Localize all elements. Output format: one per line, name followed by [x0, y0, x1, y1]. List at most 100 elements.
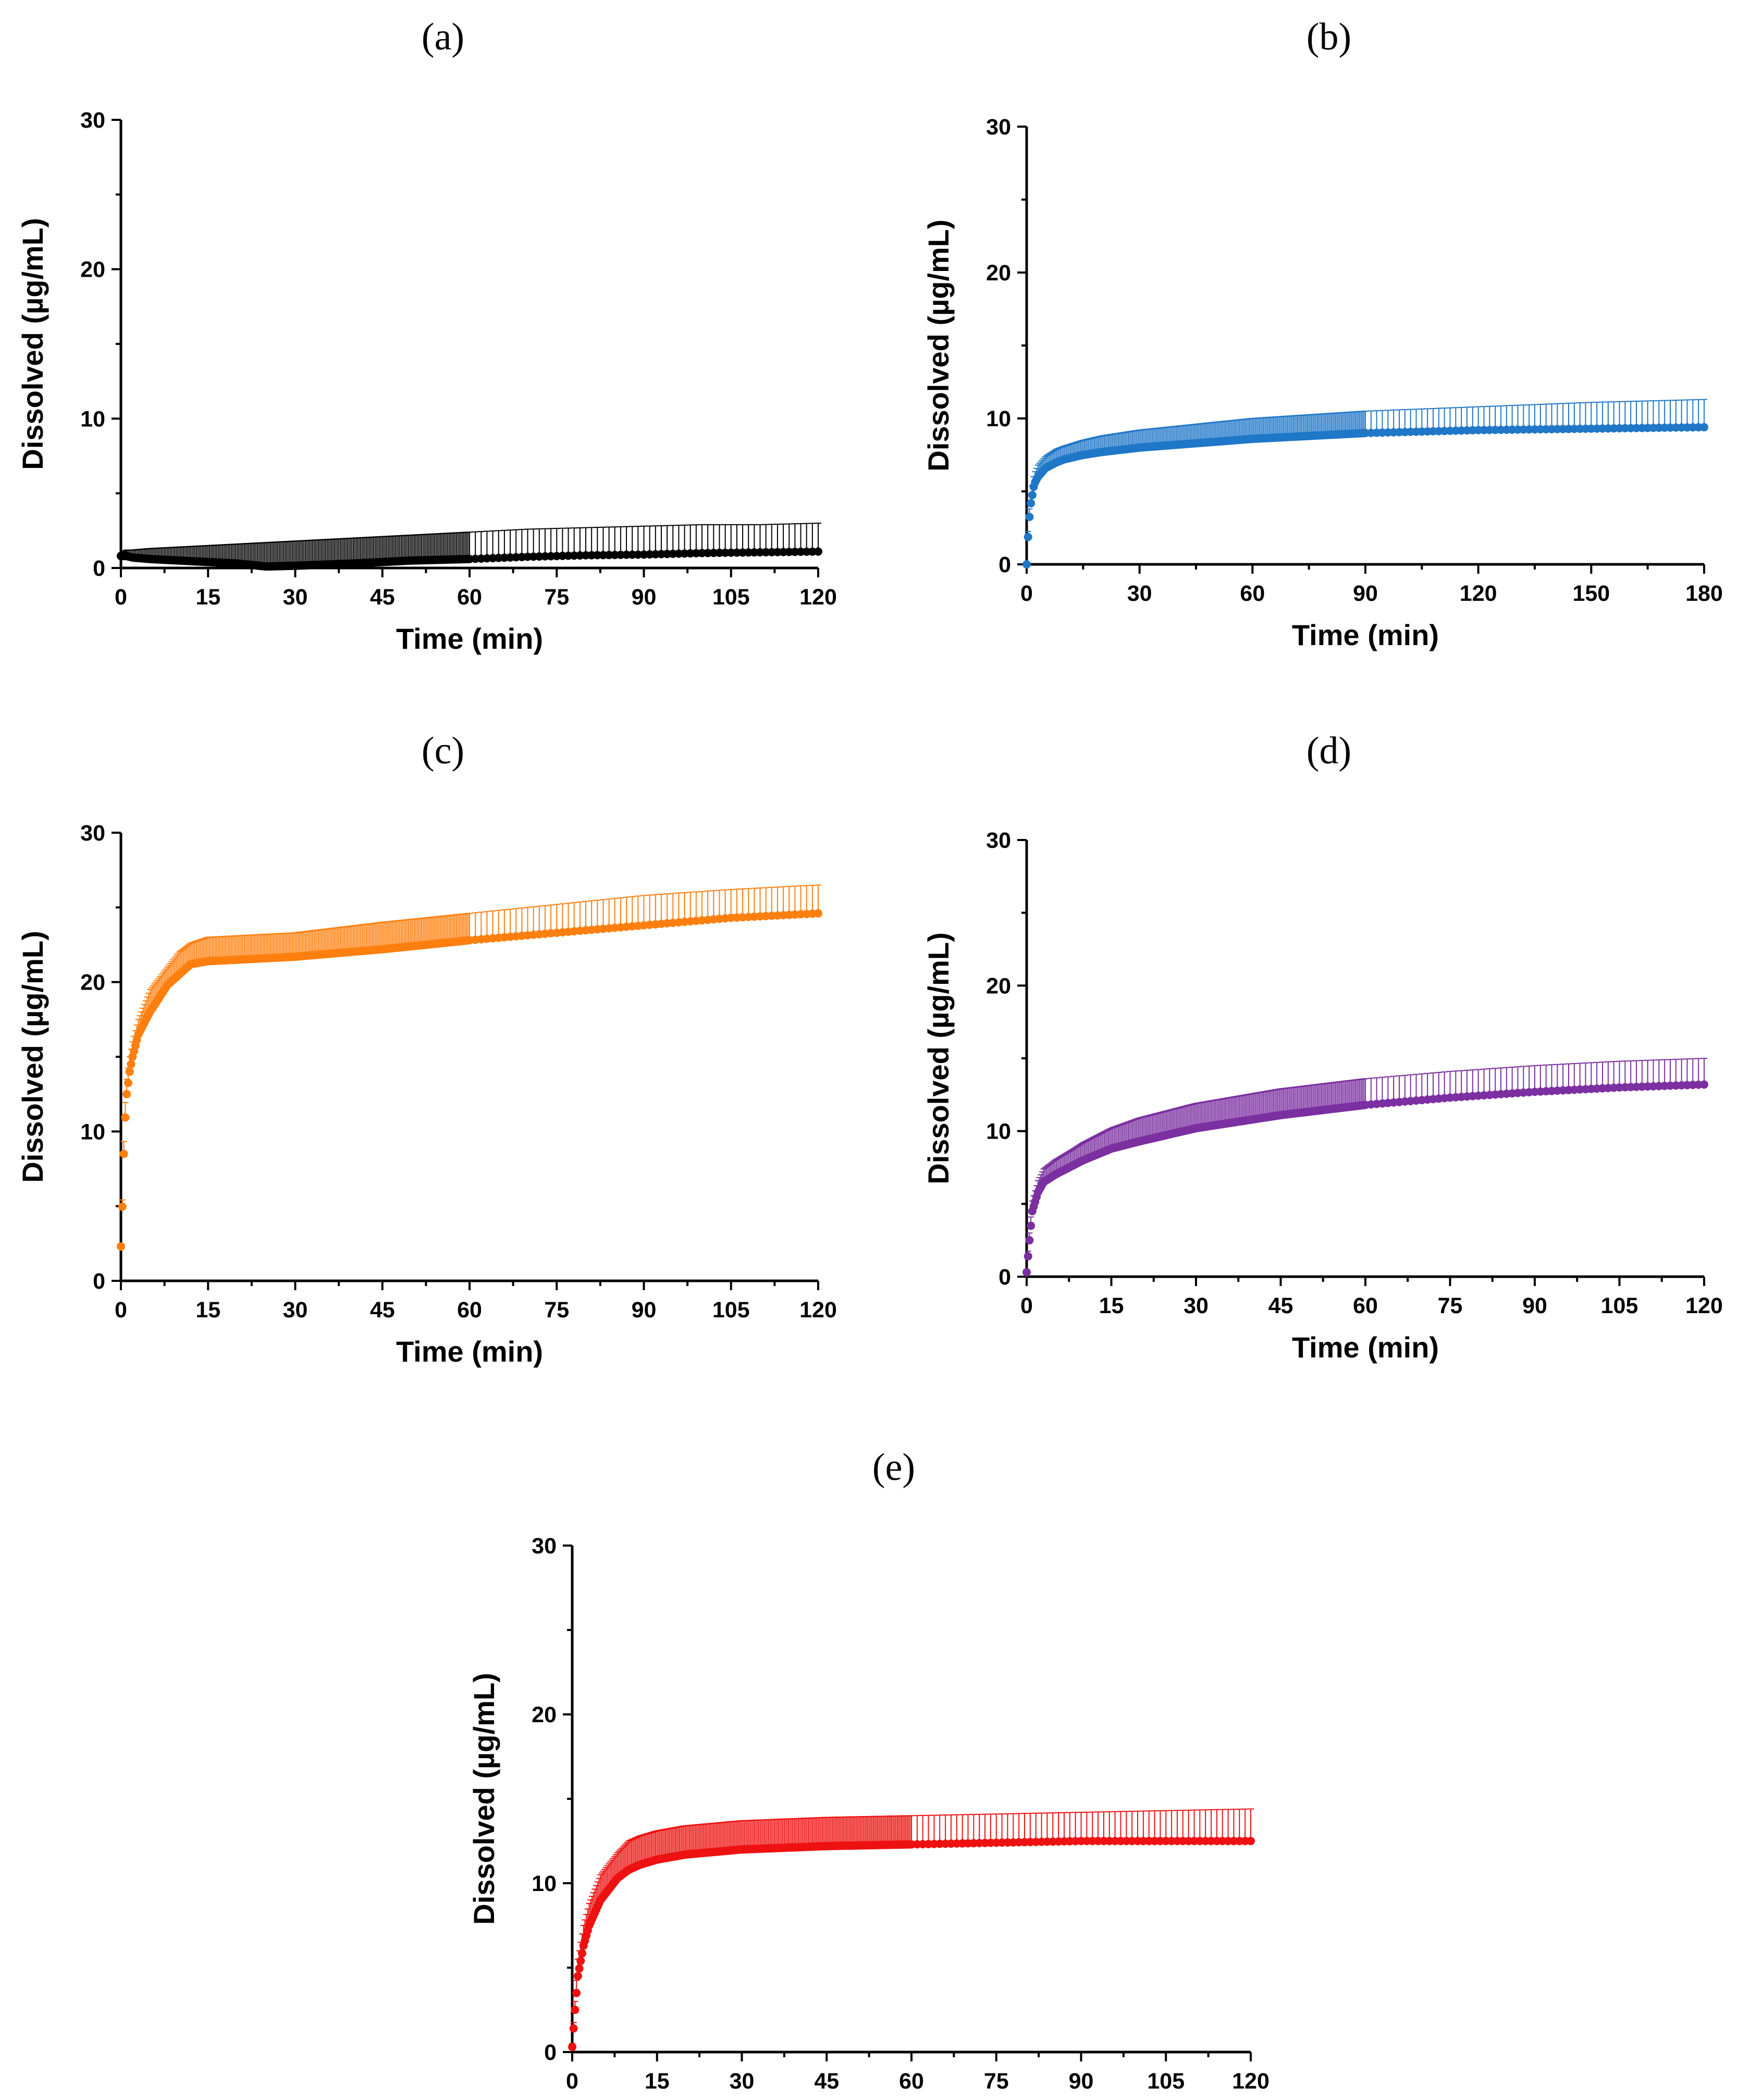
data-point: [547, 552, 556, 561]
data-point: [814, 909, 822, 918]
x-tick-label: 30: [730, 2069, 755, 2094]
data-point: [796, 547, 805, 556]
data-point: [558, 551, 567, 560]
data-point: [692, 549, 700, 558]
x-tick-label: 60: [1353, 1293, 1378, 1318]
data-point: [552, 552, 561, 561]
data-point: [750, 548, 759, 557]
x-tick-label: 45: [370, 585, 395, 610]
data-point: [122, 1090, 131, 1098]
series-mean: [1022, 399, 1708, 569]
data-point: [791, 548, 799, 557]
data-point: [127, 1060, 135, 1069]
data-point: [119, 1150, 128, 1158]
y-axis-title: Dissolved (µg/mL): [922, 932, 955, 1184]
series-mean: [117, 884, 822, 1251]
x-tick-label: 180: [1685, 581, 1723, 606]
data-point: [651, 550, 660, 559]
x-tick-label: 105: [712, 585, 750, 610]
data-point: [756, 548, 765, 557]
data-point: [634, 550, 643, 559]
data-point: [721, 548, 730, 557]
data-point: [657, 550, 665, 559]
data-point: [779, 548, 788, 557]
data-point: [715, 548, 724, 557]
data-point: [622, 550, 631, 559]
y-tick-label: 30: [80, 108, 105, 133]
data-point: [639, 550, 648, 559]
data-point: [569, 2024, 578, 2033]
data-point: [1700, 423, 1708, 431]
data-point: [698, 549, 706, 558]
data-point: [523, 552, 532, 561]
data-point: [118, 1202, 127, 1211]
y-tick-label: 10: [80, 406, 105, 431]
x-tick-label: 30: [283, 1298, 308, 1323]
data-point: [535, 552, 544, 561]
data-point: [605, 551, 613, 560]
x-tick-label: 75: [1438, 1293, 1463, 1318]
data-point: [709, 549, 718, 558]
x-axis-title: Time (min): [1292, 619, 1439, 651]
data-point: [1700, 1080, 1708, 1089]
series-mean: [1022, 1058, 1708, 1277]
data-point: [814, 547, 822, 556]
x-tick-label: 15: [195, 585, 220, 610]
data-point: [674, 549, 683, 558]
data-point: [570, 551, 578, 560]
panel-label: (b): [1306, 16, 1351, 58]
x-tick-label: 15: [195, 1298, 220, 1323]
x-tick-label: 90: [1353, 581, 1378, 606]
data-point: [663, 550, 672, 559]
x-tick-label: 15: [1099, 1293, 1124, 1318]
x-tick-label: 120: [799, 1298, 837, 1323]
x-axis-title: Time (min): [396, 622, 543, 655]
x-tick-label: 30: [1184, 1293, 1209, 1318]
x-tick-label: 0: [1020, 1293, 1033, 1318]
data-point: [572, 1988, 581, 1997]
y-tick-label: 10: [986, 1119, 1011, 1144]
x-tick-label: 45: [1268, 1293, 1293, 1318]
series-mean: [117, 523, 822, 571]
data-point: [1027, 499, 1036, 508]
x-tick-label: 45: [370, 1298, 395, 1323]
data-point: [773, 548, 782, 557]
x-tick-label: 75: [544, 585, 569, 610]
data-point: [576, 1957, 585, 1966]
data-point: [732, 548, 741, 557]
y-tick-label: 0: [999, 1265, 1011, 1290]
y-axis-title: Dissolved (µg/mL): [922, 219, 955, 471]
data-point: [628, 550, 637, 559]
data-point: [726, 548, 735, 557]
data-point: [680, 549, 689, 558]
x-tick-label: 105: [1601, 1293, 1638, 1318]
x-tick-label: 120: [799, 585, 837, 610]
chart-panel-d: (d) 0 10 20 30 0 15 30 45 60 75 90 105 120 Time (min) D…: [922, 730, 1723, 1364]
data-point: [1024, 1252, 1032, 1261]
x-tick-label: 120: [1232, 2069, 1269, 2094]
data-point: [785, 548, 794, 557]
data-point: [1247, 1837, 1255, 1845]
data-point: [529, 552, 538, 561]
panel-label: (d): [1306, 730, 1351, 772]
y-axis-title: Dissolved (µg/mL): [16, 218, 49, 470]
data-point: [616, 550, 625, 559]
x-tick-label: 90: [632, 1298, 657, 1323]
y-tick-label: 30: [532, 1534, 557, 1559]
x-axis-title: Time (min): [1292, 1331, 1439, 1364]
x-tick-label: 90: [1069, 2069, 1094, 2094]
x-tick-label: 90: [632, 585, 657, 610]
data-point: [1025, 1236, 1034, 1245]
data-point: [121, 1113, 130, 1122]
x-tick-label: 105: [1147, 2069, 1185, 2094]
data-point: [593, 551, 602, 560]
data-point: [802, 547, 811, 556]
data-point: [540, 552, 549, 561]
data-point: [1022, 560, 1031, 569]
chart-panel-a: (a) 0 10 20 30 0 15 30 45 60 75 90 105 120 Time (min) D…: [16, 16, 837, 655]
panel-label: (a): [422, 16, 464, 58]
x-tick-label: 150: [1572, 581, 1610, 606]
data-point: [587, 551, 596, 560]
data-point: [669, 549, 677, 558]
